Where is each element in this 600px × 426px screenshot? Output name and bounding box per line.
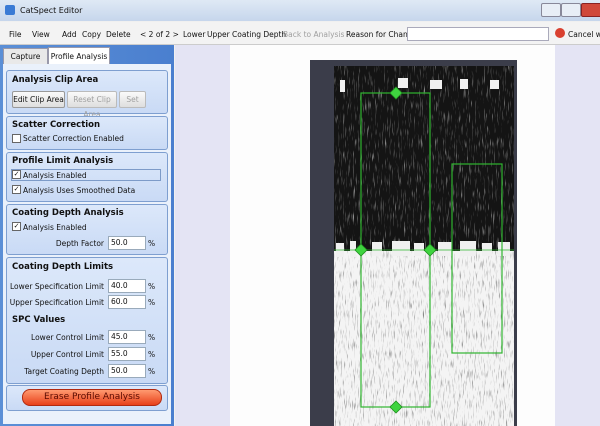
checkbox-label: Analysis Enabled <box>23 171 87 180</box>
section-title: SPC Values <box>12 315 66 325</box>
focus-outline <box>11 169 161 181</box>
cancel-icon <box>555 28 565 38</box>
checkbox-label: Analysis Uses Smoothed Data <box>23 186 136 195</box>
pager[interactable]: < 2 of 2 > <box>140 30 179 39</box>
reason-input[interactable] <box>407 27 549 41</box>
menu-view[interactable]: View <box>32 30 50 39</box>
cancel-button[interactable]: Cancel without Saving <box>568 30 600 39</box>
field-unit: % <box>148 282 156 291</box>
minimize-button[interactable] <box>541 3 561 17</box>
lower-button[interactable]: Lower <box>183 30 206 39</box>
field-input[interactable]: 45.0 <box>108 330 146 344</box>
field-input[interactable]: 60.0 <box>108 295 146 309</box>
window-title: CatSpect Editor <box>20 6 83 15</box>
coating-depth-button[interactable]: Coating Depth <box>232 30 287 39</box>
edit-clip-button[interactable]: Edit Clip Area <box>12 91 65 108</box>
field-unit: % <box>148 333 156 342</box>
copy-button[interactable]: Copy <box>82 30 102 39</box>
handles[interactable] <box>354 86 437 414</box>
image-noise <box>334 251 514 426</box>
checkbox[interactable] <box>12 134 21 143</box>
reset-clip-button: Reset Clip Area <box>67 91 117 119</box>
field-label: Lower Specification Limit <box>10 282 104 291</box>
checkbox-checked[interactable]: ✓ <box>12 185 21 194</box>
profile-section <box>6 152 168 202</box>
delete-button[interactable]: Delete <box>106 30 131 39</box>
back-to-analysis-button: Back to Analysis <box>283 30 345 39</box>
erase-button[interactable]: Erase Profile Analysis <box>22 389 162 406</box>
field-unit: % <box>148 298 156 307</box>
add-button[interactable]: Add <box>62 30 77 39</box>
field-input[interactable]: 50.0 <box>108 364 146 378</box>
maximize-button[interactable] <box>561 3 581 17</box>
field-unit: % <box>148 239 156 248</box>
field-label: Lower Control Limit <box>31 333 104 342</box>
checkbox-checked[interactable]: ✓ <box>12 222 21 231</box>
field-label: Upper Control Limit <box>30 350 104 359</box>
checkbox-label: Analysis Enabled <box>23 223 87 232</box>
field-input[interactable]: 50.0 <box>108 236 146 250</box>
limits-section <box>6 257 168 384</box>
section-title: Coating Depth Analysis <box>12 208 124 218</box>
field-unit: % <box>148 367 156 376</box>
checkbox-label: Scatter Correction Enabled <box>23 134 124 143</box>
scatter-section <box>6 116 168 150</box>
section-title: Analysis Clip Area <box>12 75 99 85</box>
field-input[interactable]: 55.0 <box>108 347 146 361</box>
app-icon <box>5 5 15 15</box>
section-title: Scatter Correction <box>12 120 101 130</box>
field-input[interactable]: 40.0 <box>108 279 146 293</box>
section-title: Profile Limit Analysis <box>12 156 114 166</box>
reason-label: Reason for Change <box>346 30 418 39</box>
image-noise <box>334 66 514 251</box>
upper-button[interactable]: Upper <box>207 30 230 39</box>
menu-file[interactable]: File <box>9 30 22 39</box>
field-label: Upper Specification Limit <box>9 298 104 307</box>
field-label: Target Coating Depth <box>24 367 104 376</box>
field-label: Depth Factor <box>55 239 104 248</box>
close-button[interactable] <box>581 3 600 17</box>
title-bar <box>0 0 600 21</box>
field-unit: % <box>148 350 156 359</box>
tab-profile-analysis[interactable]: Profile Analysis <box>48 47 110 65</box>
section-title: Coating Depth Limits <box>12 262 114 272</box>
checkbox-checked[interactable]: ✓ <box>12 170 21 179</box>
set-button: Set <box>119 91 146 108</box>
